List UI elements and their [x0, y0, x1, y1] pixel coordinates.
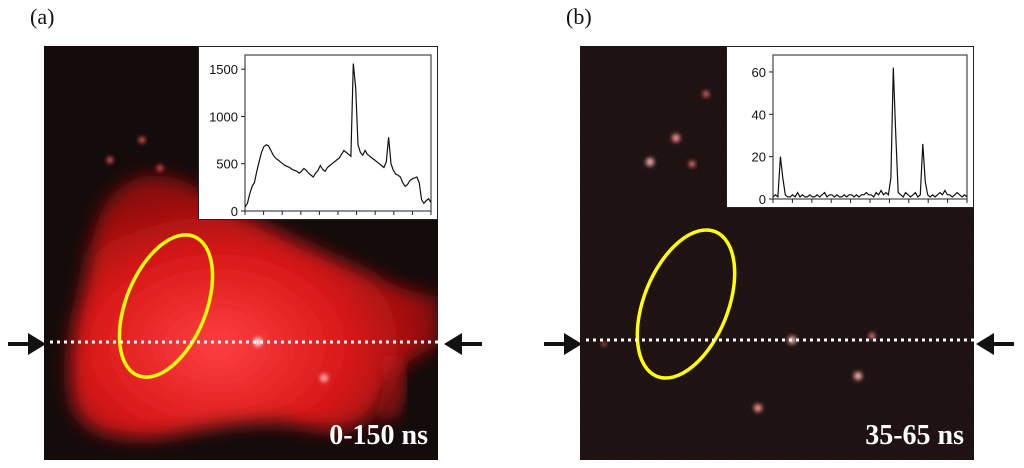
arrow-right-icon — [8, 333, 46, 355]
panel-b-label: (b) — [566, 4, 592, 29]
intensity-profile-b: 60 40 20 0 — [752, 54, 968, 207]
inset-plot-a: 1500 1000 500 0 — [198, 46, 438, 220]
plot-frame — [244, 54, 432, 212]
intensity-profile-a: 1500 1000 500 0 — [209, 54, 432, 219]
y-tick-label: 500 — [216, 157, 238, 172]
y-tick-label: 1000 — [209, 109, 238, 124]
panel-a-label: (a) — [30, 4, 55, 29]
y-tick-label: 60 — [752, 65, 766, 80]
profile-trace — [244, 63, 432, 208]
time-window-a: 0-150 ns — [329, 420, 428, 451]
plot-frame — [772, 54, 968, 200]
profile-trace — [772, 67, 968, 199]
arrow-left-icon — [444, 333, 482, 355]
arrow-left-icon — [976, 333, 1014, 355]
time-window-b: 35-65 ns — [865, 420, 964, 451]
y-tick-label: 0 — [759, 192, 766, 207]
y-tick-label: 40 — [752, 107, 766, 122]
y-tick-label: 0 — [231, 204, 238, 219]
panel-b-image: 60 40 20 0 35-65 ns — [580, 46, 974, 460]
y-tick-label: 20 — [752, 150, 766, 165]
roi-ellipse-a — [117, 233, 215, 379]
panel-a-image: 1500 1000 500 0 0-150 ns — [44, 46, 438, 460]
y-tick-label: 1500 — [209, 62, 238, 77]
roi-ellipse-b — [635, 228, 737, 380]
arrow-right-icon — [544, 333, 582, 355]
inset-plot-b: 60 40 20 0 — [726, 46, 974, 208]
